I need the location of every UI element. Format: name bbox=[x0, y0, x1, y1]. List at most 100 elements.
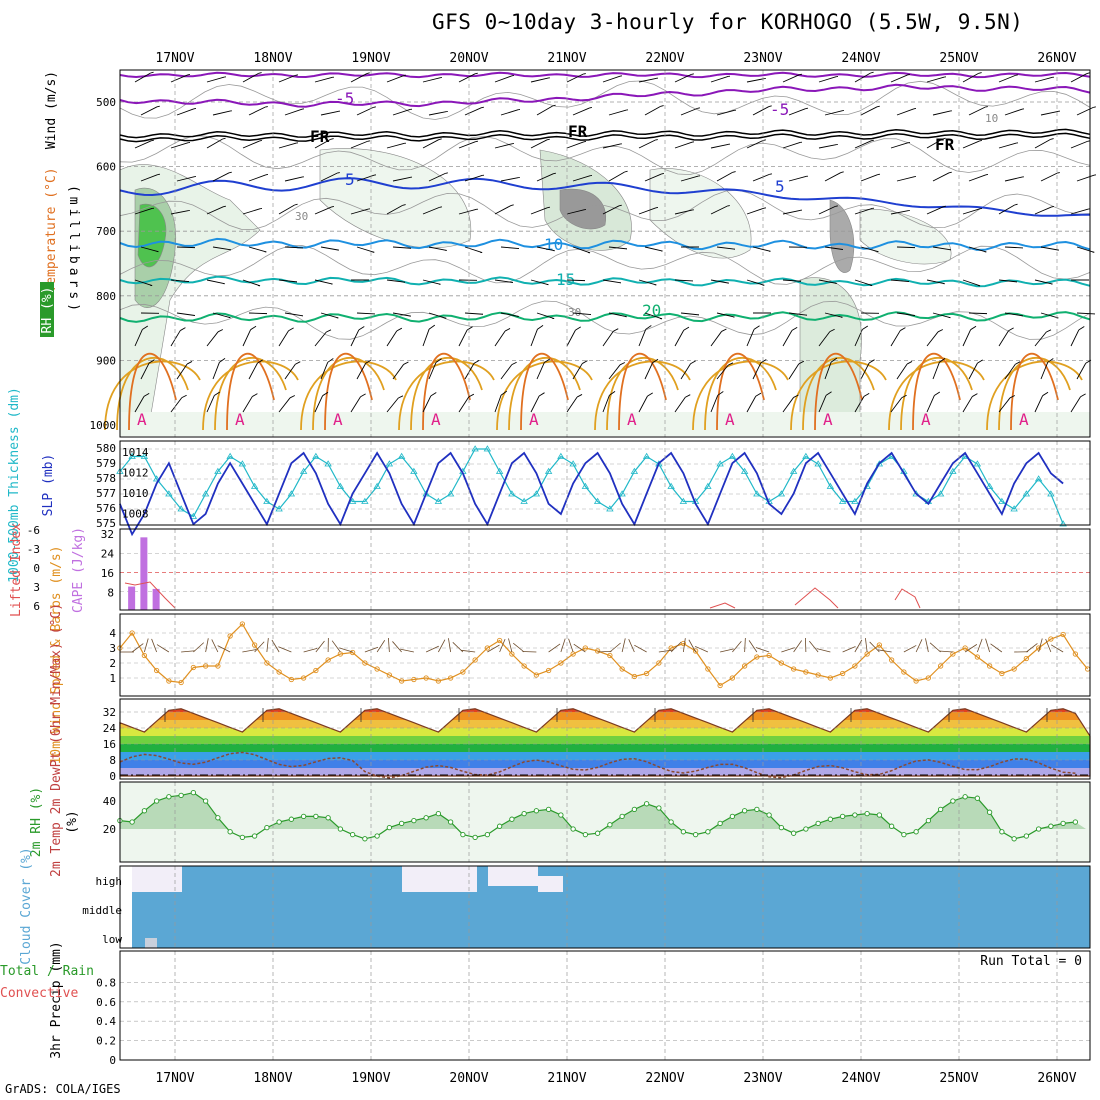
wind-barb bbox=[1070, 329, 1080, 347]
wind-barb-flag bbox=[396, 327, 403, 332]
wind-barb bbox=[1040, 110, 1059, 116]
wind-barb-flag bbox=[721, 328, 727, 332]
thickness-point bbox=[544, 467, 553, 474]
rh-point bbox=[251, 833, 258, 839]
wind-barb bbox=[1034, 279, 1053, 285]
ylabel-rh2m-unit: (%) bbox=[65, 810, 80, 833]
wind-barb-flag bbox=[538, 392, 545, 397]
wind-barb bbox=[278, 279, 297, 283]
wind-barb bbox=[998, 74, 1016, 83]
wind-barb bbox=[638, 207, 657, 215]
wind-barb bbox=[998, 330, 1009, 347]
wind-barb bbox=[464, 363, 475, 380]
wind-barb bbox=[1070, 73, 1088, 83]
surface-barb bbox=[985, 638, 991, 653]
rh-point bbox=[239, 834, 246, 841]
rh-point bbox=[227, 829, 233, 835]
rh-point bbox=[778, 824, 785, 831]
wind-barb bbox=[638, 329, 647, 347]
thickness-point bbox=[704, 482, 712, 489]
temp-loop-0-1 bbox=[116, 356, 189, 431]
wind-barb bbox=[860, 246, 879, 253]
wind-barb bbox=[170, 142, 189, 149]
cloud-level-middle: middle bbox=[82, 904, 122, 917]
wind-barb bbox=[242, 208, 261, 215]
wind-barb bbox=[824, 172, 842, 182]
wind-point bbox=[166, 678, 172, 684]
wind-barb bbox=[998, 142, 1017, 149]
thickness-point bbox=[226, 452, 234, 459]
wind-barb bbox=[932, 362, 940, 380]
wind-barb bbox=[644, 246, 663, 252]
rh-point bbox=[607, 822, 613, 828]
temp-loop-label-4: A bbox=[529, 410, 539, 429]
wind-barb bbox=[206, 331, 219, 347]
wind-point bbox=[937, 663, 944, 669]
wind-barb-flag bbox=[972, 393, 978, 397]
wind-barb bbox=[386, 142, 405, 149]
temp-loop-8-1 bbox=[900, 356, 973, 431]
thk-tick-577: 577 bbox=[96, 487, 116, 500]
rh-point bbox=[766, 812, 772, 818]
wind-barb-flag bbox=[151, 139, 154, 142]
wind-barb-flag bbox=[900, 327, 906, 331]
cape-bar-1 bbox=[140, 537, 148, 610]
surface-barb bbox=[499, 638, 506, 653]
wind-point bbox=[1072, 651, 1079, 657]
surface-barb bbox=[748, 640, 758, 653]
wind-barb bbox=[998, 204, 1015, 215]
wind-barb-flag bbox=[685, 394, 691, 398]
contour-label-6: 5 bbox=[775, 177, 785, 196]
wind-point bbox=[1023, 655, 1030, 662]
wind-barb bbox=[134, 329, 143, 347]
temp-loop-4-2 bbox=[520, 352, 569, 431]
wind-barb bbox=[134, 140, 152, 149]
rh-point bbox=[950, 798, 956, 804]
wind-barb bbox=[890, 74, 908, 83]
wind-point bbox=[986, 663, 993, 669]
wind-barb bbox=[536, 312, 555, 319]
wind-barb-flag bbox=[652, 358, 659, 364]
rh-point bbox=[668, 819, 674, 825]
cloud-high-3 bbox=[488, 866, 538, 886]
thickness-point bbox=[593, 497, 602, 504]
surface-barb bbox=[793, 640, 802, 653]
wind-barb-flag bbox=[1046, 329, 1052, 333]
rh-point bbox=[594, 830, 601, 836]
wind-barb-flag bbox=[732, 171, 736, 173]
thickness-point bbox=[777, 490, 786, 497]
wind-barb-flag bbox=[829, 328, 835, 333]
surface-barb bbox=[387, 638, 390, 653]
temp-loop-label-8: A bbox=[921, 410, 931, 429]
wind-barb-flag bbox=[799, 73, 802, 76]
contour-label-4: FR bbox=[935, 135, 955, 154]
wind-barb bbox=[1040, 246, 1059, 251]
wind-barb bbox=[212, 312, 231, 319]
wind-barb bbox=[1004, 108, 1023, 116]
wind-barb bbox=[530, 207, 548, 215]
wind-point bbox=[129, 630, 135, 636]
wind-barb-flag bbox=[214, 391, 221, 396]
thickness-point bbox=[679, 497, 688, 504]
contour-label-9: 20 bbox=[642, 301, 661, 320]
thickness-point bbox=[875, 460, 884, 467]
date-label-top-9: 26NOV bbox=[1037, 51, 1076, 66]
panel-frame-1 bbox=[119, 440, 1091, 526]
wind-barb bbox=[1076, 174, 1095, 182]
wind-barb bbox=[458, 73, 476, 83]
wind-point bbox=[178, 679, 184, 686]
wind-point bbox=[521, 663, 527, 669]
wind-barb-flag bbox=[691, 73, 694, 75]
wind-point bbox=[901, 669, 907, 675]
wind-barb bbox=[428, 172, 446, 182]
wind-barb bbox=[824, 246, 843, 250]
panel-border-3 bbox=[119, 613, 1091, 697]
wind-barb bbox=[566, 209, 585, 215]
ylabel-precip: 3hr Precip (mm) bbox=[49, 941, 64, 1058]
thickness-point bbox=[165, 490, 173, 497]
rh-point bbox=[864, 810, 870, 817]
wind-point bbox=[496, 637, 503, 644]
wind-barb bbox=[824, 110, 843, 116]
wind-point bbox=[925, 675, 932, 681]
surface-barb bbox=[303, 647, 318, 653]
